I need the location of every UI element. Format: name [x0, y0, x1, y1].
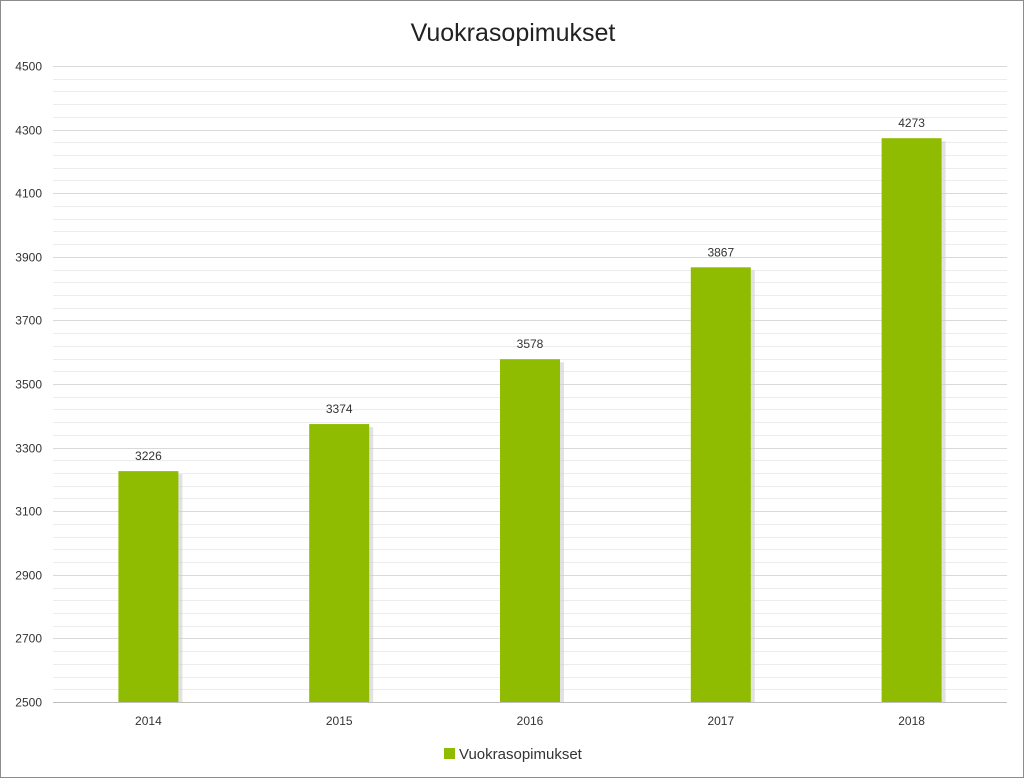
- y-tick-label: 3100: [15, 505, 42, 519]
- x-tick-label: 2018: [898, 714, 925, 728]
- data-label: 4273: [898, 116, 925, 130]
- y-tick-label: 2900: [15, 569, 42, 583]
- y-tick-label: 3900: [15, 251, 42, 265]
- y-tick-label: 4500: [15, 60, 42, 74]
- legend-label: Vuokrasopimukset: [459, 746, 583, 763]
- y-tick-label: 2500: [15, 696, 42, 710]
- data-label: 3578: [517, 337, 544, 351]
- legend-swatch: [444, 748, 455, 759]
- data-label: 3374: [326, 402, 353, 416]
- y-tick-label: 3700: [15, 314, 42, 328]
- bars: 3226 3374 3578 3867 4273: [118, 116, 946, 702]
- y-tick-label: 4300: [15, 124, 42, 138]
- data-label: 3226: [135, 449, 162, 463]
- x-tick-label: 2015: [326, 714, 353, 728]
- bar: [309, 424, 370, 702]
- legend: Vuokrasopimukset: [444, 746, 583, 763]
- y-tick-label: 3500: [15, 378, 42, 392]
- bar: [118, 471, 179, 702]
- data-label: 3867: [707, 245, 734, 259]
- chart-title: Vuokrasopimukset: [411, 19, 616, 47]
- bar: [690, 267, 751, 702]
- bar: [500, 359, 560, 702]
- y-tick-label: 2700: [15, 632, 42, 646]
- x-axis: 2014 2015 2016 2017 2018: [53, 702, 1007, 728]
- x-tick-label: 2016: [517, 714, 544, 728]
- y-tick-label: 3300: [15, 442, 42, 456]
- y-axis: 2500 2700 2900 3100 3300 3500 3700 3900 4100 4300…: [15, 60, 42, 710]
- y-tick-label: 4100: [15, 187, 42, 201]
- x-tick-label: 2017: [707, 714, 734, 728]
- bar: [881, 138, 942, 702]
- x-tick-label: 2014: [135, 714, 162, 728]
